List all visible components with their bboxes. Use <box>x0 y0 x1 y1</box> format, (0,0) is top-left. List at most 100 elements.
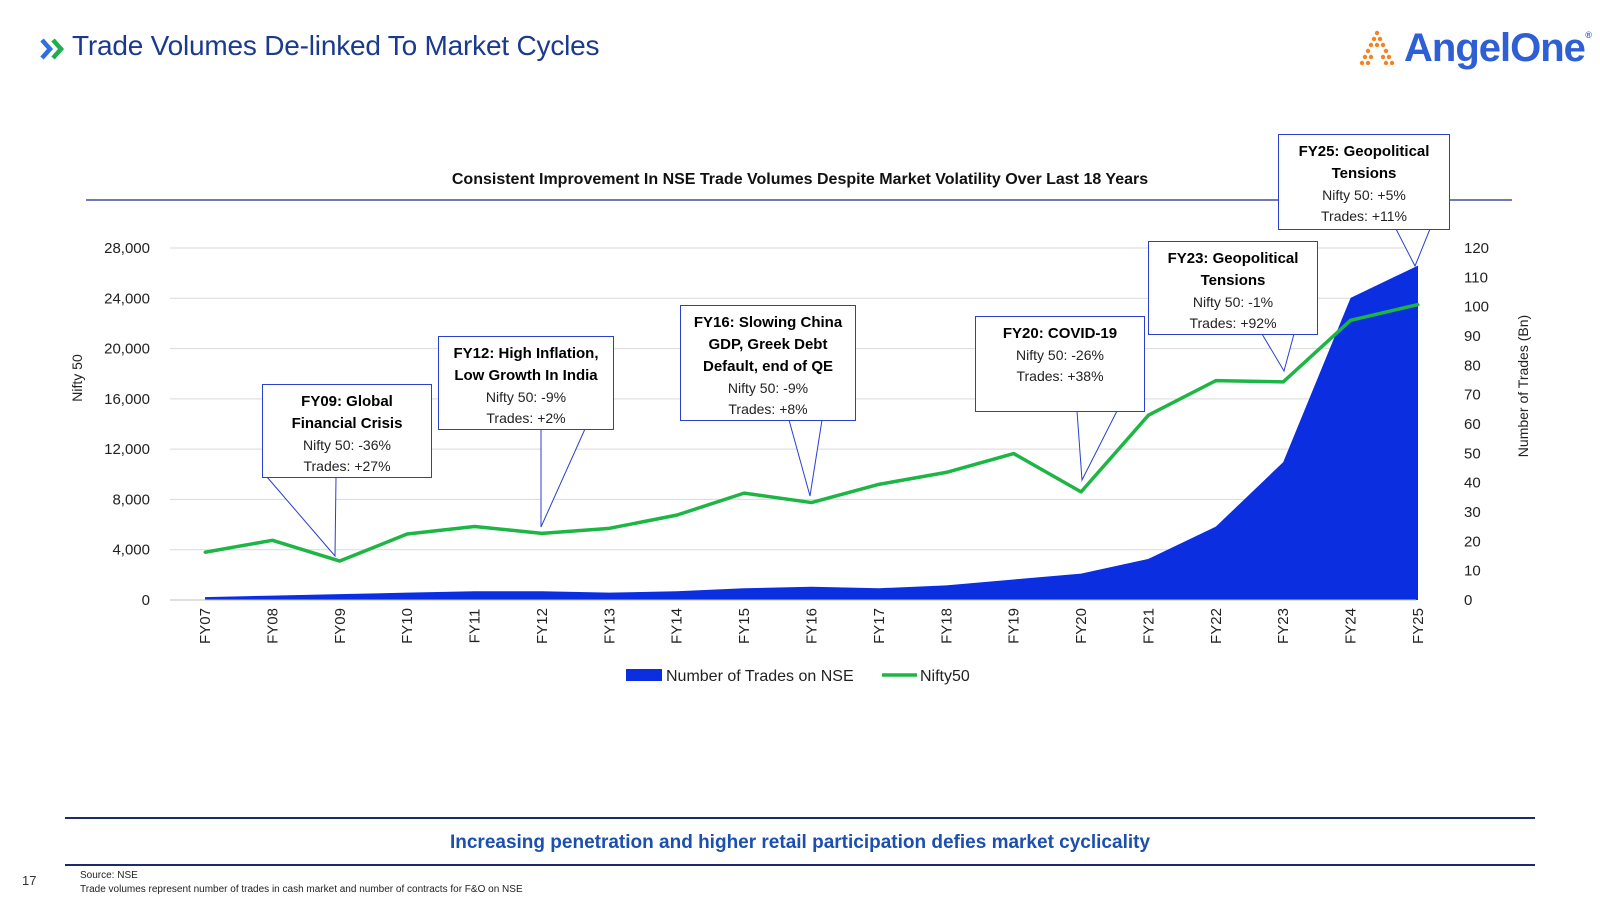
callout-pointer-fy23 <box>1261 333 1295 373</box>
divider-top <box>65 817 1535 819</box>
x-tick-label: FY17 <box>871 608 888 644</box>
callout-heading: FY23: Geopolitical <box>1167 250 1299 267</box>
callout-heading: FY25: Geopolitical <box>1298 143 1430 160</box>
callout-stat: Trades: +2% <box>486 410 566 426</box>
callout-heading: Financial Crisis <box>291 415 403 432</box>
x-tick-label: FY23 <box>1275 608 1292 644</box>
trades-nifty-chart: Consistent Improvement In NSE Trade Volu… <box>69 171 1531 685</box>
callout-heading: Default, end of QE <box>702 358 833 375</box>
callout-fy12: FY12: High Inflation, Low Growth In India… <box>438 336 614 430</box>
y-right-tick-label: 110 <box>1464 269 1488 286</box>
x-tick-label: FY11 <box>467 609 484 644</box>
nifty50-point <box>473 524 477 528</box>
x-tick-label: FY12 <box>534 608 551 644</box>
callout-fy16: FY16: Slowing China GDP, Greek Debt Defaul… <box>680 305 856 421</box>
callout-stat: Nifty 50: +5% <box>1322 187 1406 203</box>
callout-heading: Tensions <box>1331 165 1397 182</box>
nifty50-point <box>675 513 679 517</box>
nifty50-point <box>742 491 746 495</box>
y-right-tick-label: 80 <box>1464 357 1481 374</box>
nifty50-point <box>1281 380 1285 384</box>
callout-stat: Nifty 50: -26% <box>1016 347 1104 363</box>
page-number: 17 <box>22 873 37 888</box>
y-left-tick-label: 0 <box>142 592 150 609</box>
y-left-tick-label: 28,000 <box>104 240 150 257</box>
callout-stat: Nifty 50: -1% <box>1192 294 1274 310</box>
callout-heading: Low Growth In India <box>454 367 598 384</box>
nifty50-point <box>607 526 611 530</box>
y-left-tick-label: 16,000 <box>104 391 150 408</box>
x-tick-label: FY07 <box>197 608 214 644</box>
callout-fy20: FY20: COVID-19 Nifty 50: -26% Trades: +38% <box>975 316 1145 412</box>
y-left-tick-label: 20,000 <box>104 341 150 358</box>
source-note: Source: NSE <box>80 870 138 881</box>
angelone-logo-icon <box>1359 30 1395 66</box>
y-right-tick-label: 100 <box>1464 299 1489 316</box>
nifty50-point <box>1214 379 1218 383</box>
callout-heading: GDP, Greek Debt <box>708 336 828 353</box>
nifty50-point <box>203 550 207 554</box>
nifty50-point <box>338 559 342 563</box>
callout-heading: FY20: COVID-19 <box>1002 325 1118 342</box>
legend-label-trades: Number of Trades on NSE <box>666 668 854 685</box>
callout-pointer-fy12 <box>540 428 586 528</box>
callout-stat: Nifty 50: -36% <box>303 437 391 453</box>
y-left-tick-label: 8,000 <box>112 491 150 508</box>
tagline: Increasing penetration and higher retail… <box>449 832 1151 853</box>
x-tick-label: FY25 <box>1410 608 1427 644</box>
x-tick-label: FY24 <box>1343 608 1360 644</box>
legend-label-nifty: Nifty50 <box>920 668 970 685</box>
y-left-axis-title: Nifty 50 <box>69 354 85 402</box>
y-right-tick-label: 120 <box>1464 240 1489 257</box>
callout-stat: Trades: +8% <box>728 401 808 417</box>
nifty50-point <box>877 482 881 486</box>
x-tick-label: FY20 <box>1073 608 1090 644</box>
callout-heading: Tensions <box>1200 272 1266 289</box>
x-tick-label: FY10 <box>399 608 416 644</box>
angelone-logo: AngelOne ® <box>1356 22 1592 74</box>
y-left-tick-label: 12,000 <box>104 441 150 458</box>
trades-area <box>205 265 1418 600</box>
y-right-tick-label: 40 <box>1464 475 1481 492</box>
callout-stat: Trades: +38% <box>1016 368 1104 384</box>
callout-stat: Trades: +92% <box>1189 315 1277 331</box>
divider-bottom <box>65 864 1535 866</box>
nifty50-point <box>1416 303 1420 307</box>
x-tick-label: FY09 <box>332 608 349 644</box>
callout-fy23: FY23: Geopolitical Tensions Nifty 50: -1% T… <box>1148 241 1318 335</box>
callout-pointer-fy20 <box>1076 410 1118 482</box>
x-tick-label: FY08 <box>264 608 281 644</box>
nifty50-point <box>944 470 948 474</box>
callout-pointer-fy16 <box>788 419 823 497</box>
nifty50-point <box>270 538 274 542</box>
y-right-tick-label: 90 <box>1464 328 1481 345</box>
y-right-tick-label: 20 <box>1464 533 1481 550</box>
x-tick-label: FY19 <box>1006 608 1023 644</box>
callout-heading: FY16: Slowing China <box>693 314 843 331</box>
y-right-tick-label: 70 <box>1464 387 1481 404</box>
callout-pointer-fy09 <box>265 476 337 558</box>
y-left-tick-label: 4,000 <box>112 542 150 559</box>
nifty50-point <box>810 501 813 505</box>
nifty50-point <box>1012 452 1016 456</box>
nifty50-point <box>540 531 544 535</box>
nifty50-point <box>1146 413 1150 417</box>
y-left-tick-label: 24,000 <box>104 290 150 307</box>
y-right-tick-label: 30 <box>1464 504 1481 521</box>
x-tick-label: FY22 <box>1208 608 1225 644</box>
x-tick-label: FY13 <box>601 608 618 644</box>
x-tick-label: FY15 <box>736 608 753 644</box>
double-chevron-icon <box>40 38 65 60</box>
callout-stat: Trades: +11% <box>1321 208 1407 224</box>
x-tick-label: FY14 <box>669 608 686 644</box>
chart-title: Consistent Improvement In NSE Trade Volu… <box>452 171 1148 188</box>
nifty50-point <box>405 532 409 536</box>
nifty50-point <box>1079 490 1083 494</box>
y-right-tick-label: 50 <box>1464 445 1481 462</box>
x-tick-label: FY21 <box>1140 608 1157 644</box>
y-right-axis-title: Number of Trades (Bn) <box>1515 315 1531 457</box>
legend-swatch-trades <box>626 669 662 681</box>
nifty50-point <box>1349 318 1353 322</box>
callout-stat: Nifty 50: -9% <box>727 380 809 396</box>
callout-stat: Nifty 50: -9% <box>485 389 567 405</box>
